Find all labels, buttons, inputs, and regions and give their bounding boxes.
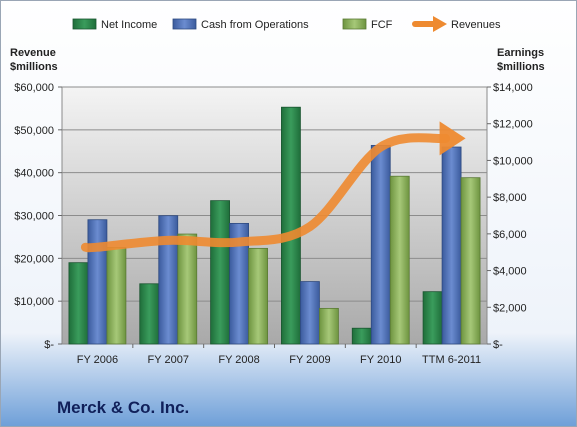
revenue-line-layer: [80, 121, 466, 253]
bar-fcf: [319, 307, 339, 345]
left-tick-label: $-: [44, 339, 54, 351]
revenue-arrowhead: [439, 121, 466, 156]
bar-net-income: [422, 291, 443, 345]
bar-cash-from-operations: [158, 215, 179, 345]
bar-cash-from-operations: [441, 146, 462, 345]
bar-fcf: [460, 177, 481, 345]
right-tick-label: $8,000: [493, 192, 527, 204]
legend-swatch-net-income: [72, 18, 97, 30]
left-axis-ticks: $- $10,000 $20,000 $30,000 $40,000 $50,000 $60…: [14, 82, 62, 351]
revenue-line: [80, 133, 451, 253]
bar-net-income: [210, 200, 230, 345]
company-title: Merck & Co. Inc.: [57, 398, 189, 417]
right-axis-title-line1: Earnings: [497, 47, 544, 59]
bars-layer: [68, 106, 481, 345]
bar-net-income: [68, 262, 89, 345]
left-tick-label: $40,000: [14, 168, 54, 180]
right-tick-label: $6,000: [493, 229, 527, 241]
legend-arrow-icon: [433, 16, 447, 32]
bar-cash-from-operations: [300, 281, 320, 345]
x-tick-label: FY 2010: [360, 354, 401, 366]
left-tick-label: $10,000: [14, 296, 54, 308]
left-axis-title-line1: Revenue: [10, 47, 56, 59]
x-tick-label: FY 2007: [148, 354, 189, 366]
x-axis-ticks: FY 2006 FY 2007 FY 2008 FY 2009 FY 2010 TTM 6…: [77, 344, 481, 366]
right-tick-label: $14,000: [493, 82, 533, 94]
right-axis-ticks: $- $2,000 $4,000 $6,000 $8,000 $10,000 $12,000…: [487, 82, 533, 351]
bar-net-income: [351, 327, 372, 345]
bar-fcf: [248, 247, 268, 345]
legend: Net Income Cash from Operations FCF Revenue…: [72, 16, 501, 32]
left-axis-title-line2: $millions: [10, 61, 58, 73]
legend-swatch-fcf: [342, 18, 367, 30]
x-tick-label: TTM 6-2011: [422, 354, 481, 366]
bar-net-income: [281, 106, 301, 345]
right-axis-title-line2: $millions: [497, 61, 545, 73]
bar-fcf: [389, 175, 410, 345]
gridlines: [62, 86, 487, 302]
legend-label-fcf: FCF: [371, 19, 393, 31]
right-tick-label: $2,000: [493, 302, 527, 314]
x-tick-label: FY 2006: [77, 354, 118, 366]
bar-cash-from-operations: [87, 219, 108, 345]
left-tick-label: $60,000: [14, 82, 54, 94]
bar-fcf: [106, 247, 127, 345]
right-tick-label: $4,000: [493, 266, 527, 278]
bar-cash-from-operations: [370, 144, 391, 345]
left-tick-label: $30,000: [14, 211, 54, 223]
right-tick-label: $-: [493, 339, 503, 351]
legend-swatch-cash-from-operations: [172, 18, 197, 30]
x-tick-label: FY 2009: [289, 354, 330, 366]
legend-label-net-income: Net Income: [101, 19, 157, 31]
x-tick-label: FY 2008: [218, 354, 259, 366]
right-tick-label: $12,000: [493, 119, 533, 131]
bar-net-income: [139, 283, 160, 345]
legend-label-revenues: Revenues: [451, 19, 501, 31]
legend-label-cash-from-operations: Cash from Operations: [201, 19, 309, 31]
left-tick-label: $20,000: [14, 253, 54, 265]
bar-fcf: [177, 233, 198, 345]
right-tick-label: $10,000: [493, 155, 533, 167]
left-tick-label: $50,000: [14, 125, 54, 137]
